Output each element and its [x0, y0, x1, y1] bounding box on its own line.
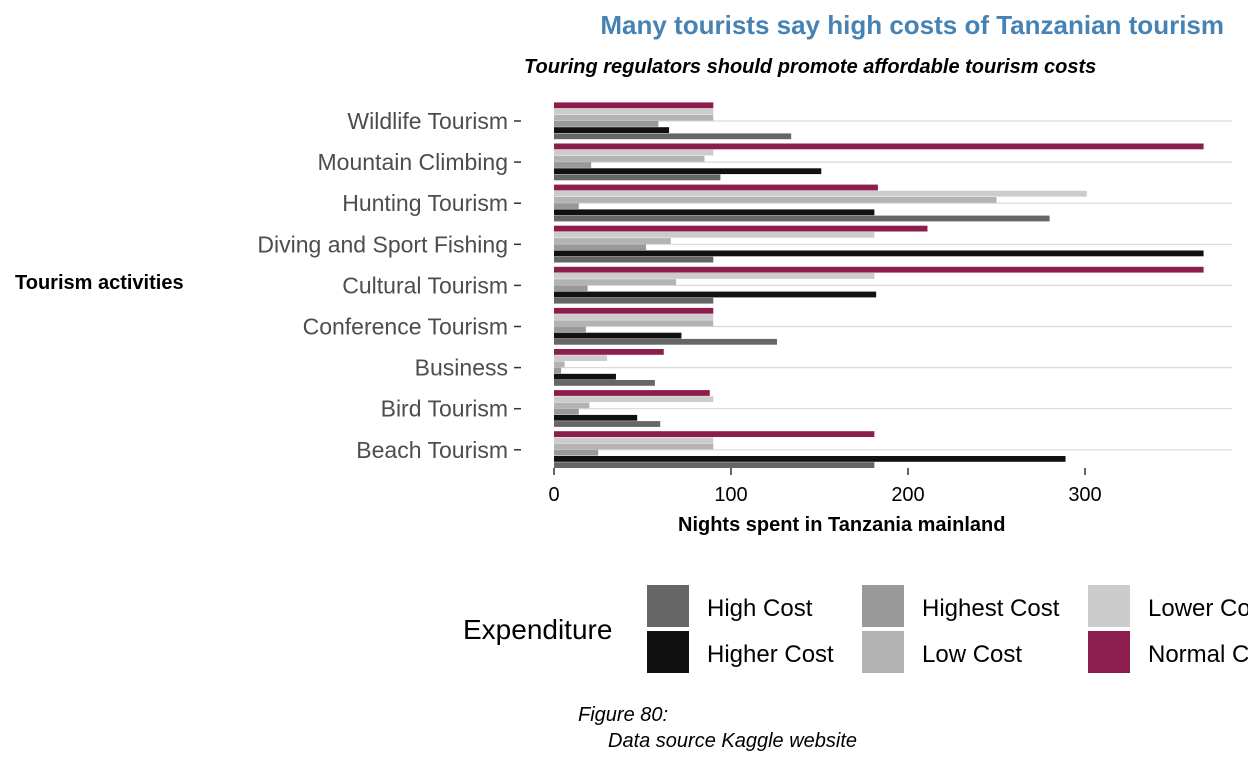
bar-wildlife-tourism-lower-cost [554, 108, 714, 115]
y-tick-label-diving-and-sport-fishing: Diving and Sport Fishing [257, 231, 508, 257]
y-tick-label-bird-tourism: Bird Tourism [381, 396, 508, 422]
y-tick-label-conference-tourism: Conference Tourism [303, 314, 508, 340]
legend-label-higher-cost: Higher Cost [707, 641, 834, 668]
bar-mountain-climbing-higher-cost [554, 168, 822, 175]
bar-cultural-tourism-lower-cost [554, 273, 875, 279]
legend-key-high-cost [647, 585, 689, 627]
bar-diving-and-sport-fishing-high-cost [554, 256, 714, 263]
bar-conference-tourism-normal-cost [554, 307, 714, 314]
bar-wildlife-tourism-higher-cost [554, 127, 670, 133]
legend-key-lower-cost [1088, 585, 1130, 627]
legend-key-highest-cost [862, 585, 904, 627]
data-source-caption: Data source Kaggle website [608, 730, 858, 752]
bar-conference-tourism-low-cost [554, 320, 714, 327]
bar-mountain-climbing-low-cost [554, 155, 705, 162]
bar-hunting-tourism-lower-cost [554, 190, 1087, 197]
y-axis: Wildlife Tourism Mountain Climbing Hunting… [257, 108, 521, 463]
bar-cultural-tourism-high-cost [554, 297, 714, 304]
bar-mountain-climbing-normal-cost [554, 143, 1204, 150]
x-tick-label: 300 [1068, 484, 1101, 506]
bar-bird-tourism-high-cost [554, 421, 661, 427]
legend-key-low-cost [862, 631, 904, 673]
x-tick-label: 0 [548, 484, 559, 506]
bar-beach-tourism-high-cost [554, 462, 875, 468]
bar-beach-tourism-normal-cost [554, 431, 875, 437]
bar-business-lower-cost [554, 355, 608, 361]
bar-wildlife-tourism-normal-cost [554, 102, 714, 109]
bar-wildlife-tourism-highest-cost [554, 121, 659, 127]
legend-label-high-cost: High Cost [707, 595, 813, 622]
legend-key-higher-cost [647, 631, 689, 673]
bar-business-highest-cost [554, 367, 562, 374]
bar-cultural-tourism-highest-cost [554, 285, 588, 292]
x-axis-title: Nights spent in Tanzania mainland [678, 514, 1006, 536]
x-tick-label: 200 [891, 484, 924, 506]
bar-beach-tourism-higher-cost [554, 456, 1066, 462]
bar-diving-and-sport-fishing-low-cost [554, 238, 671, 244]
chart-subtitle: Touring regulators should promote afford… [524, 56, 1097, 78]
bar-bird-tourism-highest-cost [554, 408, 579, 415]
bar-hunting-tourism-highest-cost [554, 203, 579, 209]
legend-label-highest-cost: Highest Cost [922, 595, 1060, 622]
bar-hunting-tourism-high-cost [554, 215, 1050, 222]
bar-cultural-tourism-normal-cost [554, 266, 1204, 273]
y-tick-label-mountain-climbing: Mountain Climbing [318, 149, 508, 175]
bar-cultural-tourism-higher-cost [554, 291, 877, 298]
bar-beach-tourism-lower-cost [554, 437, 714, 444]
bar-mountain-climbing-highest-cost [554, 162, 592, 168]
bar-diving-and-sport-fishing-highest-cost [554, 244, 647, 251]
x-axis: 0 100 200 300 [548, 468, 1102, 506]
y-tick-label-cultural-tourism: Cultural Tourism [342, 272, 508, 298]
bar-hunting-tourism-higher-cost [554, 209, 875, 216]
bar-diving-and-sport-fishing-higher-cost [554, 250, 1204, 257]
legend-label-normal-cost: Normal Cost [1148, 641, 1248, 668]
bar-beach-tourism-low-cost [554, 443, 714, 450]
bar-wildlife-tourism-high-cost [554, 133, 792, 140]
bar-mountain-climbing-lower-cost [554, 149, 714, 156]
bar-cultural-tourism-low-cost [554, 279, 677, 285]
y-tick-label-beach-tourism: Beach Tourism [356, 437, 508, 463]
legend-label-low-cost: Low Cost [922, 641, 1022, 668]
bar-business-higher-cost [554, 373, 616, 380]
bar-hunting-tourism-normal-cost [554, 184, 878, 191]
bars [554, 102, 1204, 468]
legend-key-normal-cost [1088, 631, 1130, 673]
bar-conference-tourism-highest-cost [554, 326, 586, 333]
legend: High Cost Higher Cost Highest Cost Low Cost… [647, 585, 1248, 673]
bar-conference-tourism-lower-cost [554, 314, 714, 320]
bar-conference-tourism-higher-cost [554, 332, 682, 339]
bar-wildlife-tourism-low-cost [554, 114, 714, 121]
grid-lines [554, 120, 1232, 451]
bar-beach-tourism-highest-cost [554, 449, 599, 456]
bar-bird-tourism-normal-cost [554, 390, 710, 396]
bar-business-normal-cost [554, 349, 664, 355]
bar-bird-tourism-higher-cost [554, 414, 638, 421]
chart-title: Many tourists say high costs of Tanzania… [600, 10, 1224, 40]
legend-label-lower-cost: Lower Cost [1148, 595, 1248, 622]
bar-business-high-cost [554, 380, 655, 386]
figure-caption: Figure 80: [578, 704, 669, 726]
bar-diving-and-sport-fishing-lower-cost [554, 231, 875, 238]
bar-bird-tourism-low-cost [554, 402, 590, 409]
bar-hunting-tourism-low-cost [554, 197, 997, 203]
bar-mountain-climbing-high-cost [554, 174, 721, 181]
bar-diving-and-sport-fishing-normal-cost [554, 225, 928, 232]
bar-business-low-cost [554, 361, 565, 368]
legend-title: Expenditure [463, 614, 613, 645]
y-tick-label-wildlife-tourism: Wildlife Tourism [347, 108, 508, 134]
y-tick-label-hunting-tourism: Hunting Tourism [342, 190, 508, 216]
x-tick-label: 100 [714, 484, 747, 506]
y-axis-title: Tourism activities [15, 272, 184, 294]
bar-bird-tourism-lower-cost [554, 396, 714, 403]
y-tick-label-business: Business [415, 355, 508, 381]
bar-conference-tourism-high-cost [554, 338, 778, 345]
